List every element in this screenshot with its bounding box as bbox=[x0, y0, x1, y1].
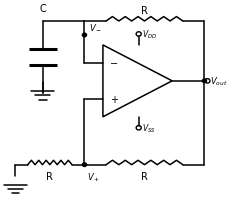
Text: R: R bbox=[141, 6, 148, 16]
Text: $V_{SS}$: $V_{SS}$ bbox=[142, 122, 156, 134]
Circle shape bbox=[82, 34, 87, 38]
Text: +: + bbox=[110, 94, 118, 104]
Text: $V_{DD}$: $V_{DD}$ bbox=[142, 28, 157, 41]
Text: R: R bbox=[141, 171, 148, 181]
Text: $V_-$: $V_-$ bbox=[89, 22, 102, 32]
Text: $V_+$: $V_+$ bbox=[87, 171, 100, 183]
Text: R: R bbox=[46, 171, 53, 181]
Text: −: − bbox=[110, 59, 118, 68]
Circle shape bbox=[202, 80, 207, 83]
Text: C: C bbox=[40, 4, 46, 14]
Circle shape bbox=[82, 163, 87, 167]
Text: $V_{out}$: $V_{out}$ bbox=[210, 75, 228, 88]
